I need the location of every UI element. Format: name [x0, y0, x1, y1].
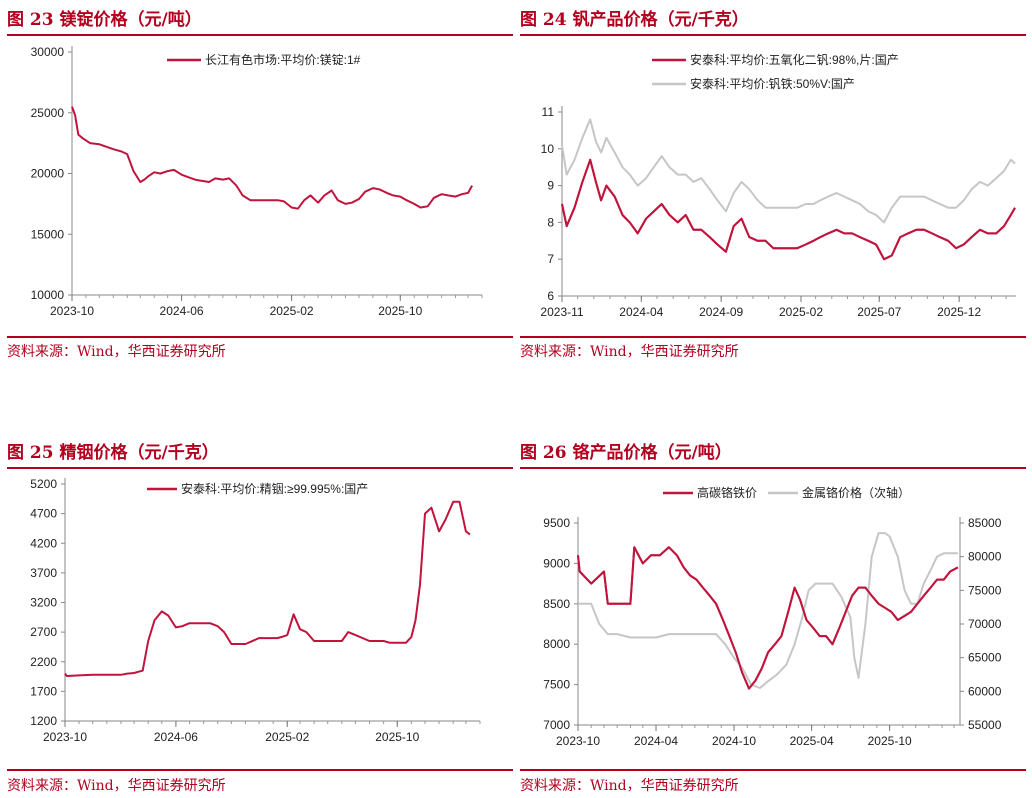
y2-tick-label: 65000	[968, 651, 1002, 665]
y-tick-label: 7500	[543, 678, 570, 692]
x-tick-label: 2025-02	[270, 304, 314, 318]
legend-label: 金属铬价格（次轴）	[802, 485, 910, 500]
y2-tick-label: 70000	[968, 617, 1002, 631]
x-tick-label: 2025-02	[779, 305, 823, 319]
y-tick-label: 6	[547, 289, 554, 303]
y-tick-label: 9	[547, 179, 554, 193]
bottom-rule	[520, 336, 1026, 338]
x-tick-label: 2024-04	[634, 734, 678, 748]
y-tick-label: 1200	[30, 714, 57, 728]
title-rule	[520, 467, 1026, 469]
chart-title: 图 23 镁锭价格（元/吨）	[7, 10, 202, 30]
chart-indium: 1200 1700 2200 2700 3200 3700 4200 4700 5200 2023…	[30, 477, 481, 744]
chart-vanadium: 6 7 8 9 10 11 2023-11 2024-04 2024-09 2025-02 2025…	[540, 52, 1016, 319]
y-tick-label: 10000	[31, 288, 65, 302]
series-line	[578, 532, 958, 689]
y-tick-label: 3200	[30, 596, 57, 610]
legend-label: 长江有色市场:平均价:镁锭:1#	[205, 52, 361, 67]
y-tick-label: 20000	[31, 167, 65, 181]
x-tick-label: 2025-02	[265, 730, 309, 744]
chart-source: 资料来源：Wind，华西证券研究所	[520, 778, 739, 794]
y-tick-label: 1700	[30, 684, 57, 698]
legend-label: 安泰科:平均价:五氧化二钒:98%,片:国产	[690, 52, 899, 67]
title-rule	[7, 34, 513, 36]
y-tick-label: 10	[541, 142, 555, 156]
legend-label: 安泰科:平均价:钒铁:50%V:国产	[690, 76, 855, 91]
x-tick-label: 2025-07	[857, 305, 901, 319]
y-tick-label: 9000	[543, 556, 570, 570]
chart-source: 资料来源：Wind，华西证券研究所	[7, 778, 226, 794]
bottom-rule	[7, 336, 513, 338]
y-tick-label: 4200	[30, 536, 57, 550]
chart-title: 图 24 钒产品价格（元/千克）	[520, 10, 749, 30]
bottom-rule	[7, 769, 513, 771]
chart-title: 图 26 铬产品价格（元/吨）	[520, 443, 732, 463]
chart-source: 资料来源：Wind，华西证券研究所	[520, 344, 739, 360]
x-tick-label: 2025-10	[375, 730, 419, 744]
title-rule	[7, 467, 513, 469]
title-rule	[520, 34, 1026, 36]
series-line-overlay	[577, 546, 959, 690]
x-tick-label: 2025-10	[378, 304, 422, 318]
series-line	[561, 118, 1016, 224]
series-line	[64, 500, 471, 677]
y2-tick-label: 85000	[968, 516, 1002, 530]
y-tick-label: 2200	[30, 655, 57, 669]
chart-magnesium: 10000 15000 20000 25000 30000 2023-10 2024-06 2…	[31, 45, 483, 318]
x-tick-label: 2024-06	[154, 730, 198, 744]
x-tick-label: 2023-11	[540, 305, 583, 319]
x-tick-label: 2023-10	[50, 304, 94, 318]
y-tick-label: 2700	[30, 625, 57, 639]
legend-label: 高碳铬铁价	[697, 485, 757, 500]
bottom-rule	[520, 769, 1026, 771]
series-line-overlay	[561, 158, 1016, 261]
y2-tick-label: 75000	[968, 583, 1002, 597]
y-tick-label: 5200	[30, 477, 57, 491]
y-tick-label: 7	[547, 252, 554, 266]
y2-tick-label: 60000	[968, 684, 1002, 698]
x-tick-label: 2024-10	[712, 734, 756, 748]
x-tick-label: 2025-12	[937, 305, 981, 319]
y-tick-label: 15000	[31, 227, 65, 241]
legend-label: 安泰科:平均价:精铟:≥99.995%:国产	[181, 481, 368, 496]
y2-tick-label: 80000	[968, 550, 1002, 564]
x-tick-label: 2023-10	[556, 734, 600, 748]
y-tick-label: 4700	[30, 507, 57, 521]
y-tick-label: 8000	[543, 637, 570, 651]
chart-title: 图 25 精铟价格（元/千克）	[7, 443, 219, 463]
x-tick-label: 2024-09	[699, 305, 743, 319]
x-tick-label: 2024-04	[619, 305, 663, 319]
x-tick-label: 2025-10	[868, 734, 912, 748]
y-tick-label: 30000	[31, 45, 65, 59]
y-tick-label: 25000	[31, 106, 65, 120]
y2-tick-label: 55000	[968, 718, 1002, 732]
y-tick-label: 3700	[30, 566, 57, 580]
y-tick-label: 8500	[543, 597, 570, 611]
series-line	[71, 106, 473, 210]
y-tick-label: 11	[542, 105, 555, 119]
y-tick-label: 9500	[543, 516, 570, 530]
x-tick-label: 2025-04	[790, 734, 834, 748]
y-tick-label: 7000	[543, 718, 570, 732]
y-tick-label: 8	[547, 215, 554, 229]
x-tick-label: 2024-06	[160, 304, 204, 318]
chart-source: 资料来源：Wind，华西证券研究所	[7, 344, 226, 360]
x-tick-label: 2023-10	[43, 730, 87, 744]
chart-chromium: 7000 7500 8000 8500 9000 9500 55000 60000 65000 7…	[543, 485, 1002, 748]
